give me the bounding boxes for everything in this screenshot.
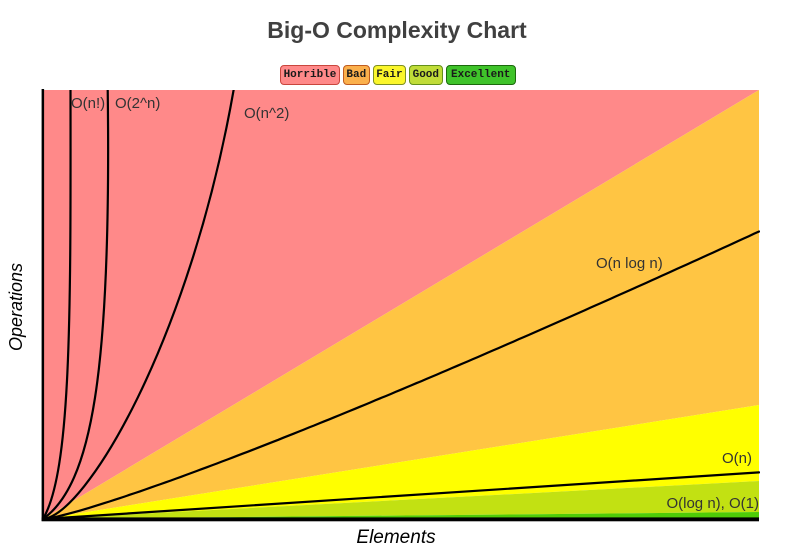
svg-text:Operations: Operations bbox=[6, 263, 26, 351]
svg-text:O(2^n): O(2^n) bbox=[115, 95, 160, 112]
svg-text:O(n!): O(n!) bbox=[71, 95, 105, 112]
svg-text:O(n): O(n) bbox=[722, 450, 752, 467]
svg-text:O(n^2): O(n^2) bbox=[244, 105, 289, 122]
svg-text:Elements: Elements bbox=[356, 527, 436, 548]
svg-text:O(log n), O(1): O(log n), O(1) bbox=[666, 495, 759, 512]
svg-text:O(n log n): O(n log n) bbox=[596, 255, 663, 272]
